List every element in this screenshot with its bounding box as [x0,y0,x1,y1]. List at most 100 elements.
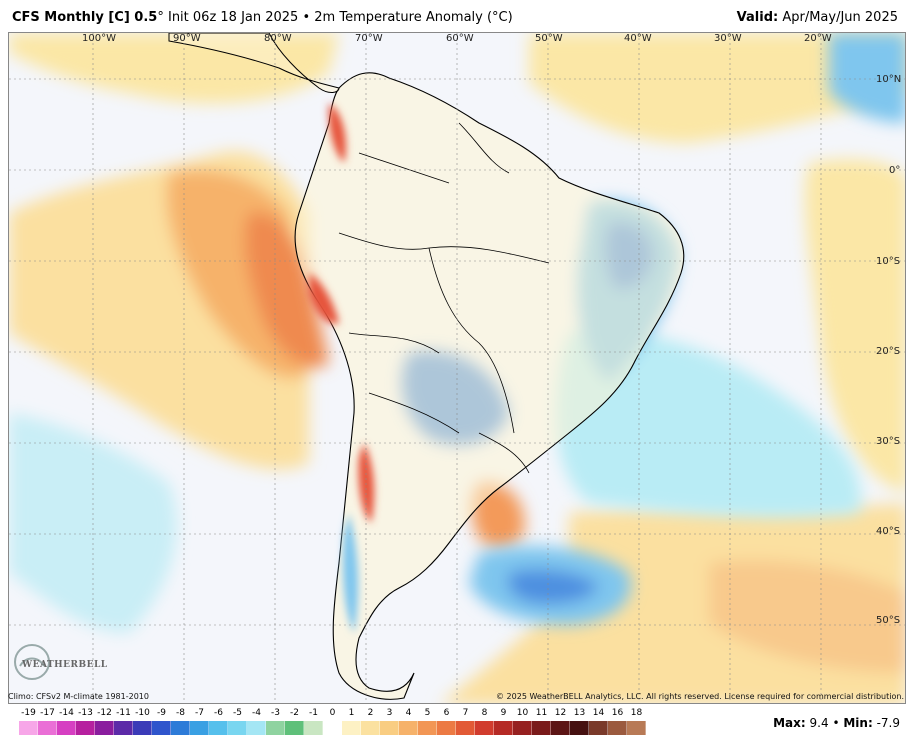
colorbar-tick-label: 7 [462,708,469,718]
colorbar-tick-label: -7 [195,708,204,718]
colorbar-swatch [342,721,361,735]
colorbar-swatch [304,721,323,735]
colorbar-swatch [57,721,76,735]
colorbar-swatch [133,721,152,735]
colorbar-swatch [608,721,627,735]
central-america-land [168,33,340,93]
graticule [9,33,905,703]
colorbar-swatch [76,721,95,735]
lat-label-10n: 10°N [876,74,902,85]
colorbar-swatch [418,721,437,735]
colorbar-swatch [456,721,475,735]
lat-label-30s: 30°S [876,436,901,447]
map-title: CFS Monthly [C] 0.5° Init 06z 18 Jan 202… [12,10,513,25]
colorbar-swatch [551,721,570,735]
lat-label-50s: 50°S [876,615,901,626]
lon-label-30w: 30°W [714,33,742,44]
colorbar-tick-label: 11 [535,708,548,718]
degree-symbol: ° [157,10,164,25]
colorbar-swatch [380,721,399,735]
map-canvas [9,33,905,703]
colorbar-tick-label: -6 [214,708,223,718]
min-label: Min: [843,716,873,730]
lat-label-20s: 20°S [876,346,901,357]
colorbar-tick-label: -8 [176,708,185,718]
lon-label-90w: 90°W [173,33,201,44]
lon-label-40w: 40°W [624,33,652,44]
lat-label-10s: 10°S [876,256,901,267]
anomaly-map [8,32,906,704]
colorbar-swatch [570,721,589,735]
colorbar-tick-label: 9 [500,708,507,718]
south-america-land [294,72,685,700]
colorbar-swatch [38,721,57,735]
stats-separator: • [832,716,840,730]
copyright-note: © 2025 WeatherBELL Analytics, LLC. All r… [496,692,904,701]
colorbar-tick-label: -11 [116,708,131,718]
min-value: -7.9 [876,716,900,730]
colorbar-swatch [513,721,532,735]
lon-label-80w: 80°W [264,33,292,44]
logo-text: WEATHERBELL [22,660,108,670]
field-name: 2m Temperature Anomaly (°C) [314,10,513,25]
colorbar-swatch [152,721,171,735]
lat-label-40s: 40°S [876,526,901,537]
colorbar-ticks: -19 -17 -14 -13 -12 -11 -10 -9 -8 -7 -6 -5 -4 -3 -2 -1 0… [19,708,659,720]
colorbar-tick-label: 2 [367,708,374,718]
lon-label-60w: 60°W [446,33,474,44]
colorbar-swatch [532,721,551,735]
colorbar-swatch [266,721,285,735]
lon-label-100w: 100°W [82,33,116,44]
colorbar-tick-label: -13 [78,708,93,718]
colorbar-tick-label: 14 [592,708,605,718]
colorbar-tick-label: 10 [516,708,529,718]
colorbar-swatch [437,721,456,735]
colorbar-tick-label: -10 [135,708,150,718]
valid-label: Valid: [736,10,779,25]
colorbar-tick-label: 3 [386,708,393,718]
max-value: 9.4 [809,716,829,730]
weatherbell-logo [14,644,50,680]
valid-value: Apr/May/Jun 2025 [782,10,898,25]
colorbar-swatch [589,721,608,735]
colorbar-swatch [475,721,494,735]
lon-label-20w: 20°W [804,33,832,44]
title-bullet: • [302,10,311,25]
colorbar-tick-label: -1 [309,708,318,718]
colorbar-tick-label: -17 [40,708,55,718]
colorbar-tick-label: 1 [348,708,355,718]
lat-label-0: 0° [889,165,901,176]
colorbar-swatch [209,721,228,735]
max-label: Max: [773,716,806,730]
colorbar [19,721,646,735]
colorbar-swatch [114,721,133,735]
colorbar-tick-label: 8 [481,708,488,718]
colorbar-swatch [494,721,513,735]
colorbar-tick-label: -9 [157,708,166,718]
colorbar-tick-label: -4 [252,708,261,718]
colorbar-tick-label: 13 [573,708,586,718]
colorbar-swatch [361,721,380,735]
colorbar-tick-label: 0 [329,708,336,718]
colorbar-swatch [228,721,247,735]
colorbar-tick-label: 12 [554,708,567,718]
country-borders [338,122,550,474]
title-bar: CFS Monthly [C] 0.5° Init 06z 18 Jan 202… [0,0,914,32]
colorbar-swatch [19,721,38,735]
colorbar-tick-label: -12 [97,708,112,718]
colorbar-tick-label: -2 [290,708,299,718]
valid-period: Valid: Apr/May/Jun 2025 [737,10,898,25]
max-min-stats: Max: 9.4 • Min: -7.9 [773,716,900,730]
colorbar-tick-label: -19 [21,708,36,718]
colorbar-swatch [323,721,342,735]
colorbar-tick-label: 6 [443,708,450,718]
model-name: CFS Monthly [C] 0.5 [12,10,158,25]
colorbar-tick-label: 4 [405,708,412,718]
colorbar-swatch [190,721,209,735]
colorbar-swatch [627,721,646,735]
lon-label-70w: 70°W [355,33,383,44]
colorbar-swatch [247,721,266,735]
init-time: Init 06z 18 Jan 2025 [167,10,299,25]
colorbar-swatch [171,721,190,735]
colorbar-swatch [399,721,418,735]
